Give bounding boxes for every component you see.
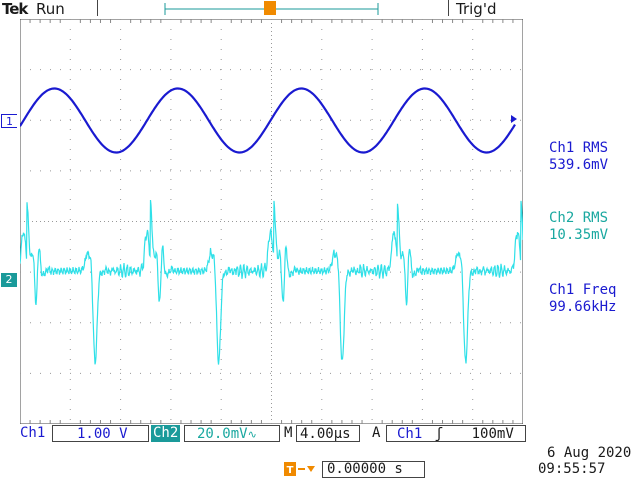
graticule-grid [20, 19, 523, 424]
measurement-label: Ch1 RMS [549, 140, 609, 156]
brand-logo: Tek [2, 0, 28, 18]
ch1-scale[interactable]: 1.00 V [52, 425, 149, 442]
timebase[interactable]: 4.00µs [296, 425, 360, 442]
trigger-position-icon [264, 1, 276, 15]
acquisition-label: A [372, 425, 381, 441]
bottom-status-bar: Ch1 1.00 V Ch2 20.0mV∿ M 4.00µs A Ch1 ʃ … [18, 425, 528, 444]
measurement-value: 539.6mV [549, 157, 609, 173]
ch2-scale-box[interactable]: 20.0mV∿ [184, 425, 280, 442]
timebase-label: M [284, 425, 293, 441]
date: 6 Aug 2020 [547, 445, 632, 461]
ch2-waveform [20, 199, 523, 365]
measurement-value: 99.66kHz [549, 299, 617, 315]
divider [97, 0, 98, 16]
measurement-value: 10.35mV [549, 227, 609, 243]
time: 09:55:57 [538, 461, 606, 477]
measurement-ch1-freq: Ch1 Freq 99.66kHz [549, 282, 616, 316]
svg-text:T: T [287, 465, 294, 476]
ch1-waveform [20, 87, 516, 154]
run-state[interactable]: Run [36, 0, 65, 18]
top-status-bar: Tek Run Trig'd [0, 0, 640, 18]
ch2-ground-marker-icon[interactable]: 2 [1, 273, 17, 287]
measurement-ch2-rms: Ch2 RMS 10.35mV [549, 210, 608, 244]
record-position-indicator [164, 1, 379, 15]
trigger-source: Ch1 [397, 426, 423, 442]
waveform-display[interactable] [20, 19, 523, 424]
measurement-ch1-rms: Ch1 RMS 539.6mV [549, 140, 608, 174]
ch2-label[interactable]: Ch2 [151, 425, 181, 442]
ch1-label[interactable]: Ch1 [20, 425, 46, 441]
bandwidth-limit-icon: ∿ [247, 428, 257, 441]
ch2-scale: 20.0mV [197, 426, 248, 442]
trigger-position-icon: T [284, 462, 315, 476]
trigger-status: Trig'd [456, 0, 497, 18]
rising-edge-icon: ʃ [434, 426, 444, 442]
ch1-ground-marker-icon[interactable]: 1 [1, 114, 17, 128]
trigger-position-value[interactable]: 0.00000 s [322, 461, 425, 478]
trigger-level: 100mV [471, 426, 514, 442]
divider [448, 0, 449, 16]
ch1-trigger-level-icon [511, 115, 517, 123]
trigger-readout[interactable]: Ch1 ʃ 100mV [386, 425, 526, 442]
measurement-label: Ch1 Freq [549, 282, 617, 298]
measurement-label: Ch2 RMS [549, 210, 609, 226]
